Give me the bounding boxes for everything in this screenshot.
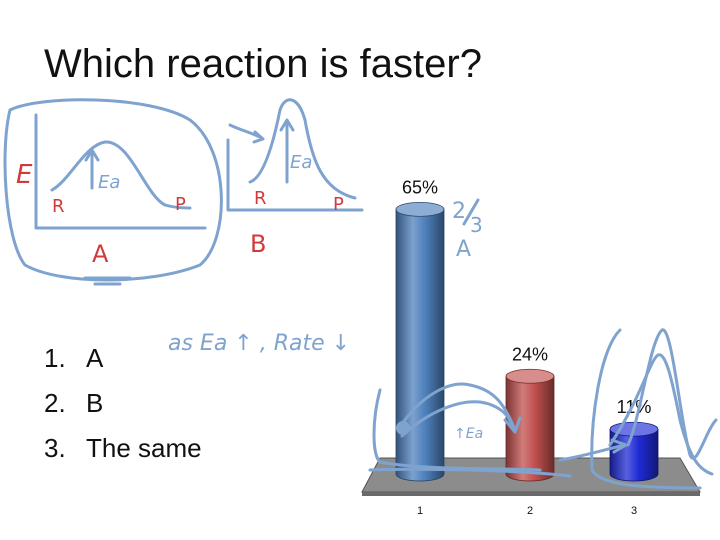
chart-left-loop (372, 388, 542, 472)
fraction-letter: A (456, 237, 471, 262)
x-tick-label-2: 2 (527, 505, 533, 517)
diagram-b-reactant: R (254, 188, 267, 209)
diagram-a-product: P (175, 194, 186, 215)
chart-right-curve-2 (608, 353, 714, 476)
slide-title: Which reaction is faster? (44, 42, 482, 86)
chart-arrow-3 (558, 438, 628, 462)
chart-right-curve (626, 328, 718, 460)
data-label-1: 65% (402, 177, 438, 197)
fraction-denominator: 3 (470, 213, 483, 237)
fraction-numerator: 2 (452, 199, 466, 224)
diagram-a-curve (50, 140, 192, 210)
diagram-b-ea-arrow (279, 118, 295, 184)
diagram-b-axes (226, 138, 364, 212)
x-tick-label-1: 1 (417, 505, 423, 517)
answer-list: 1. A 2. B 3. The same (44, 336, 202, 471)
diagram-a-underline (83, 276, 132, 286)
bar-cap-1 (395, 201, 445, 217)
chart-arrow-1 (396, 382, 522, 434)
answer-item[interactable]: 3. The same (44, 426, 202, 471)
diagram-b-pointer-arrow (228, 123, 265, 144)
diagram-a-name: A (92, 240, 109, 268)
diagram-a-ea: Ea (98, 172, 120, 193)
diagram-b-name: B (250, 230, 266, 258)
diagram-a-reactant: R (52, 196, 65, 217)
answer-item[interactable]: 2. B (44, 381, 202, 426)
small-ea-note: ↑Ea (454, 426, 483, 442)
chart-bottom-stroke (368, 467, 572, 478)
ea-rate-note: as Ea ↑ , Rate ↓ (168, 331, 350, 356)
answer-text: B (86, 388, 104, 418)
answer-text: A (86, 343, 104, 373)
answer-item[interactable]: 1. A (44, 336, 202, 381)
diagram-a-axes (34, 113, 207, 230)
bar-cap-2 (505, 368, 555, 384)
answer-text: The same (86, 433, 202, 463)
answer-number: 3. (44, 433, 66, 463)
chart-floor-edge (362, 492, 700, 496)
answer-number: 1. (44, 343, 66, 373)
chart-ink-dot (396, 421, 410, 435)
diagram-a-ea-arrow (84, 148, 100, 190)
chart-arrow-2 (400, 400, 514, 438)
diagram-b-product: P (333, 194, 344, 215)
diagram-a-circle (3, 98, 223, 282)
answer-number: 2. (44, 388, 66, 418)
fraction-slash (462, 198, 480, 226)
data-label-3: 11% (617, 397, 652, 417)
chart-right-loop (590, 328, 702, 490)
data-label-2: 24% (512, 344, 548, 364)
x-tick-label-3: 3 (631, 505, 637, 517)
diagram-b-curve (248, 98, 357, 200)
diagram-b-ea: Ea (290, 152, 312, 173)
diagram-a-energy-label: E (16, 160, 33, 190)
